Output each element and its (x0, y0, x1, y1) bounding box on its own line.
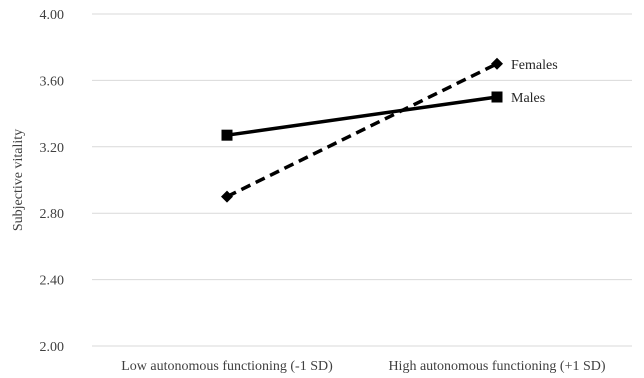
y-tick-labels: 2.00 2.40 2.80 3.20 3.60 4.00 (40, 8, 65, 355)
data-point-females (221, 190, 233, 203)
series-males: Males (221, 91, 545, 141)
x-tick-label: Low autonomous functioning (-1 SD) (121, 359, 333, 374)
data-point-males (491, 91, 503, 103)
y-tick-label: 3.60 (40, 74, 65, 89)
series-label-males: Males (511, 91, 545, 106)
data-point-females (491, 57, 503, 70)
series-label-females: Females (511, 58, 558, 73)
y-tick-label: 2.00 (40, 340, 65, 355)
x-tick-label: High autonomous functioning (+1 SD) (388, 359, 605, 374)
y-tick-label: 2.40 (40, 274, 65, 289)
y-tick-label: 2.80 (40, 207, 65, 222)
y-tick-label: 4.00 (40, 8, 65, 23)
series-group: Females Males (221, 57, 558, 203)
series-line-males (226, 95, 498, 137)
gridlines (92, 13, 632, 347)
data-point-males (221, 129, 233, 141)
y-axis-title: Subjective vitality (11, 129, 26, 231)
series-females: Females (221, 57, 558, 203)
y-tick-label: 3.20 (40, 141, 65, 156)
x-tick-labels: Low autonomous functioning (-1 SD) High a… (121, 359, 606, 374)
series-line-females (226, 62, 498, 199)
